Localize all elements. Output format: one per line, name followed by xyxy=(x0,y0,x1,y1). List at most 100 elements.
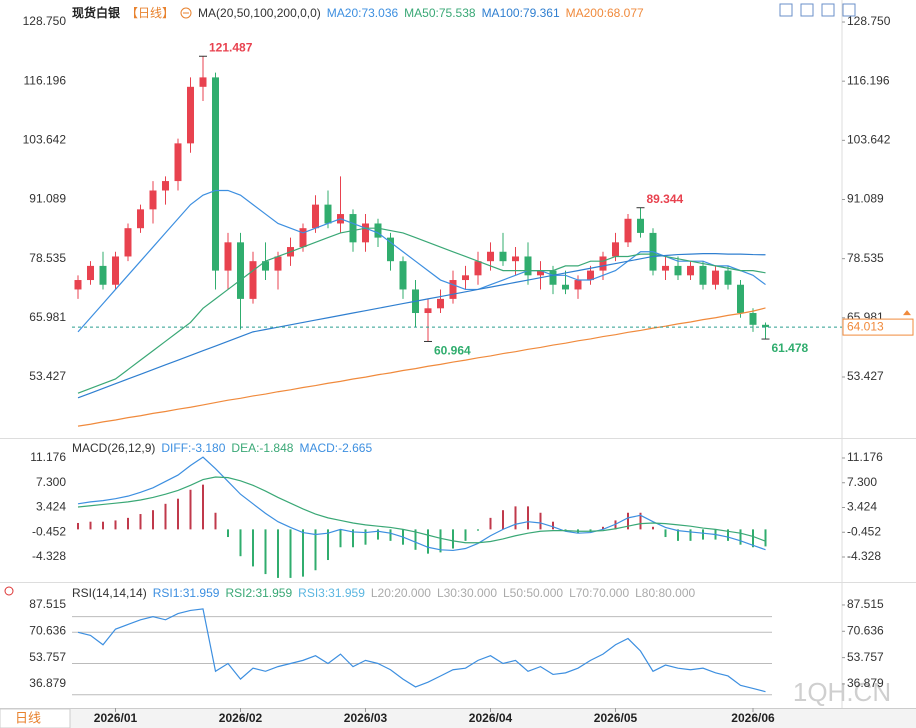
y-tick-label: -0.452 xyxy=(847,524,881,538)
y-tick-label: 3.424 xyxy=(847,500,877,514)
candle-body xyxy=(374,223,382,238)
price-arrow xyxy=(903,310,911,316)
x-tick-label: 2026/01 xyxy=(94,711,138,725)
macd-bar xyxy=(289,529,292,578)
candle-body xyxy=(637,218,644,233)
macd-bar xyxy=(127,517,129,530)
y-tick-label-left: 53.427 xyxy=(29,369,66,383)
macd-bar xyxy=(564,529,567,531)
macd-bar xyxy=(77,522,79,530)
macd-bar xyxy=(252,529,254,567)
legend-item: L70:70.000 xyxy=(569,586,630,600)
macd-bar xyxy=(427,529,429,554)
macd-bar xyxy=(139,514,142,530)
price-tag-label: 64.013 xyxy=(847,319,884,333)
candle-body xyxy=(124,228,132,257)
macd-bar xyxy=(589,529,592,532)
macd-bar xyxy=(464,529,467,541)
candle-body xyxy=(137,209,144,229)
extreme-label: 60.964 xyxy=(434,344,471,358)
legend-item: MA20:73.036 xyxy=(326,5,399,20)
tool-button[interactable] xyxy=(779,3,793,17)
macd-bar xyxy=(102,521,104,530)
macd-bar xyxy=(664,529,667,538)
legend-item: MA50:75.538 xyxy=(404,5,476,20)
macd-bar xyxy=(489,517,492,530)
macd-bar xyxy=(114,520,117,530)
macd-bar xyxy=(389,529,392,541)
macd-bar xyxy=(502,510,504,530)
macd-bar xyxy=(677,529,679,541)
macd-bar xyxy=(414,529,417,550)
macd-bar xyxy=(764,529,767,547)
macd-bar xyxy=(439,529,442,553)
legend-item: MACD:-2.665 xyxy=(299,441,373,455)
candle-body xyxy=(624,218,632,243)
candle-body xyxy=(237,242,244,299)
candle-body xyxy=(549,270,557,285)
indicator-title: RSI(14,14,14) xyxy=(72,586,147,600)
y-tick-label-left: 7.300 xyxy=(36,475,66,489)
series-line xyxy=(77,253,766,399)
y-tick-label: 91.089 xyxy=(847,192,884,206)
candle-body xyxy=(299,228,307,248)
macd-bar xyxy=(602,526,604,530)
candle-body xyxy=(562,284,569,290)
candle-body xyxy=(487,251,494,262)
extreme-label: 61.478 xyxy=(772,341,809,355)
legend-item: DEA:-1.848 xyxy=(231,441,294,455)
period-button-label[interactable]: 日线 xyxy=(15,710,41,725)
candle-body xyxy=(762,324,769,328)
macd-bar xyxy=(277,529,279,578)
candle-body xyxy=(712,270,719,285)
macd-bar xyxy=(702,529,704,540)
macd-bar xyxy=(352,529,354,548)
candle-body xyxy=(224,242,232,271)
legend: MACD(26,12,9) DIFF:-3.180 DEA:-1.848 MACD:-… xyxy=(72,441,372,455)
y-tick-label: -4.328 xyxy=(847,549,881,563)
candle-body xyxy=(312,204,319,229)
series-line xyxy=(77,227,766,394)
candle-body xyxy=(724,270,732,285)
candle-body xyxy=(212,77,219,271)
period-button[interactable] xyxy=(0,708,71,728)
macd-bar xyxy=(239,529,242,557)
candle-body xyxy=(149,190,157,210)
y-tick-label: 11.176 xyxy=(847,450,883,464)
candle-body xyxy=(387,237,394,262)
candle-body xyxy=(324,204,332,224)
macd-bar xyxy=(264,529,267,575)
candle-body xyxy=(99,265,107,285)
symbol: 现货白银 xyxy=(72,6,121,20)
macd-bar xyxy=(214,512,217,530)
y-tick-label: 70.636 xyxy=(847,623,884,637)
tool-button[interactable] xyxy=(821,3,835,17)
y-tick-label-left: 36.879 xyxy=(29,676,66,690)
tool-button[interactable] xyxy=(842,3,856,17)
legend-item: RSI1:31.959 xyxy=(152,586,220,600)
macd-bar xyxy=(452,529,454,549)
x-tick-label: 2026/03 xyxy=(344,711,388,725)
x-tick-label: 2026/06 xyxy=(731,711,775,725)
legend-item: RSI2:31.959 xyxy=(225,586,293,600)
y-tick-label-left: 65.981 xyxy=(29,310,66,324)
macd-bar xyxy=(652,526,654,530)
settings-icon[interactable] xyxy=(4,586,14,596)
candle-body xyxy=(262,261,269,271)
macd-bar xyxy=(689,529,692,541)
legend-item: L50:50.000 xyxy=(503,586,564,600)
macd-bar xyxy=(627,512,629,530)
series-line xyxy=(77,189,766,333)
macd-bar xyxy=(364,529,367,545)
collapse-icon[interactable] xyxy=(180,7,192,19)
y-tick-label: 78.535 xyxy=(847,251,884,265)
y-tick-label: 128.750 xyxy=(847,14,891,28)
macd-bar xyxy=(302,529,304,577)
tool-button[interactable] xyxy=(800,3,814,17)
macd-bar xyxy=(377,529,379,540)
date-bar xyxy=(0,708,916,728)
candle-body xyxy=(249,261,257,299)
legend-item: L30:30.000 xyxy=(436,586,497,600)
candle-body xyxy=(674,265,682,276)
